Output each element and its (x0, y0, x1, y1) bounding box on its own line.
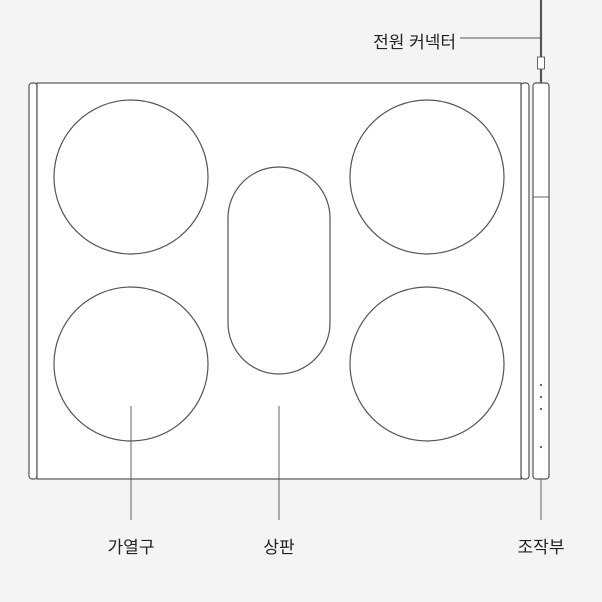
heating-zone-label: 가열구 (108, 533, 155, 558)
control-panel-label: 조작부 (518, 533, 565, 558)
power-connector-label: 전원 커넥터 (373, 28, 456, 53)
cooktop-diagram (0, 0, 602, 602)
top-plate-label: 상판 (263, 533, 294, 558)
